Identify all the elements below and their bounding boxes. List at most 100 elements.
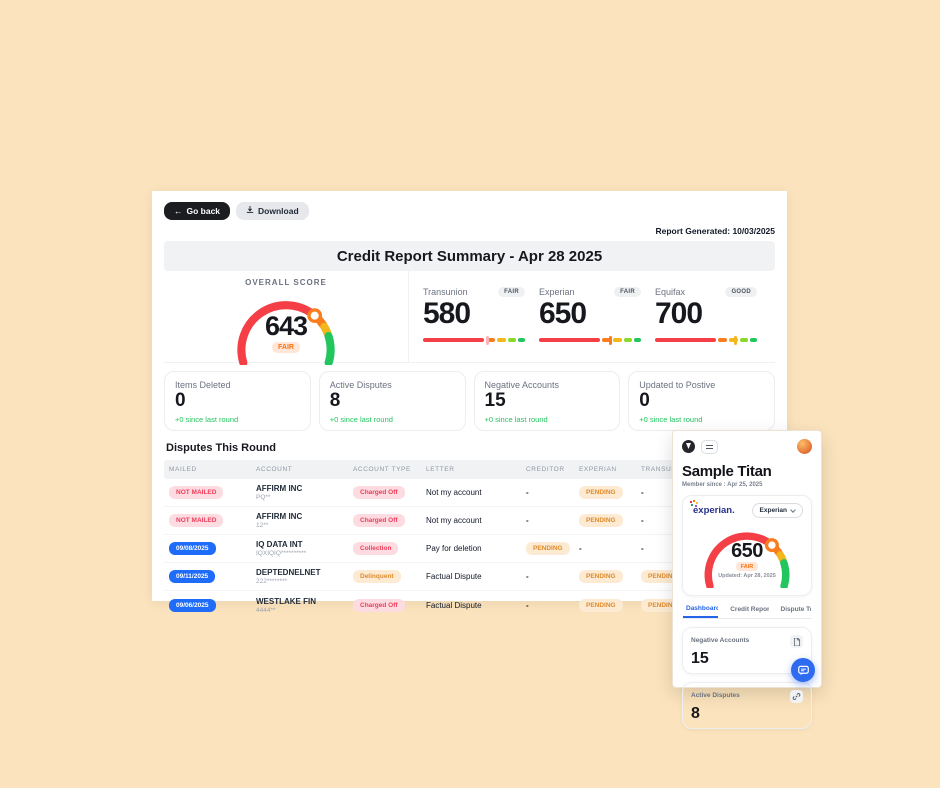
stats-row: Items Deleted 0 +0 since last round Acti… (164, 371, 775, 431)
mobile-tabs: Dashboard Credit Report Dispute Tr (682, 605, 812, 619)
stat-value: 0 (175, 390, 186, 411)
bureau-score-value: 650 (539, 297, 587, 330)
tab-label: Credit Report (730, 606, 769, 613)
overall-score-block: OVERALL SCORE 643 FAIR (164, 271, 409, 367)
table-row: 09/08/2025 IQ DATA INT IQXIQIQ********** … (164, 535, 775, 563)
chat-icon (797, 665, 809, 675)
bureau-experian: Experian FAIR 650 (539, 287, 655, 362)
score-section: OVERALL SCORE 643 FAIR Transunion (164, 271, 775, 367)
creditor-status: - (526, 572, 529, 581)
creditor-status: - (526, 488, 529, 497)
menu-button[interactable] (701, 439, 718, 454)
mobile-active-disputes-card: Active Disputes 8 (682, 682, 812, 729)
stat-delta: +0 since last round (484, 414, 548, 424)
account-name: IQ DATA INT (256, 540, 303, 549)
card-label: Negative Accounts (691, 637, 750, 644)
tab-dashboard[interactable]: Dashboard (683, 605, 719, 618)
experian-status-badge: PENDING (579, 486, 623, 499)
creditor-status: - (526, 600, 529, 610)
experian-logo: experian. (690, 500, 735, 516)
link-icon-button[interactable] (790, 690, 803, 703)
tab-credit-report[interactable]: Credit Report (727, 605, 768, 618)
overall-score-gauge: 643 FAIR (227, 289, 345, 367)
bureau-score-value: 700 (655, 297, 703, 330)
letter-type: Not my account (426, 516, 482, 525)
overall-score-value: 643 (264, 311, 308, 341)
stat-label: Updated to Postive (639, 380, 716, 390)
chevron-down-icon (790, 506, 796, 513)
chat-button[interactable] (791, 658, 815, 682)
col-creditor: CREDITOR (526, 466, 565, 473)
table-row: NOT MAILED AFFIRM INC PQ** Charged Off No… (164, 479, 775, 507)
stat-value: 0 (639, 390, 650, 411)
account-number: IQXIQIQ********** (256, 550, 307, 557)
transunion-status: - (641, 516, 644, 525)
score-marker (486, 335, 490, 345)
stat-label: Active Disputes (329, 380, 392, 390)
score-scale-bar (655, 335, 758, 345)
col-transunion: TRANSUNION (641, 466, 690, 473)
col-account-type: ACCOUNT TYPE (353, 466, 411, 473)
bureau-rating-badge: FAIR (498, 287, 525, 297)
account-type-badge: Charged Off (353, 514, 405, 527)
mobile-rating-badge: FAIR (735, 562, 759, 571)
tab-label: Dispute Tr (780, 606, 811, 613)
mobile-score-value: 650 (731, 540, 763, 562)
card-value: 15 (691, 650, 709, 667)
back-arrow-icon: ← (174, 206, 183, 216)
bureau-scores: Transunion FAIR 580 Experian FAIR 650 (409, 271, 775, 362)
menu-icon (706, 444, 713, 449)
bureau-name: Equifax (655, 287, 686, 297)
letter-type: Factual Dispute (426, 600, 482, 610)
mobile-header (682, 439, 812, 454)
experian-status: - (579, 544, 582, 553)
overall-score-label: OVERALL SCORE (245, 278, 327, 287)
account-number: 4444** (256, 606, 276, 614)
account-name: DEPTEDNELNET (256, 568, 321, 577)
experian-status-badge: PENDING (579, 598, 623, 612)
avatar[interactable] (797, 439, 812, 454)
mobile-negative-accounts-card: Negative Accounts 15 (682, 627, 812, 674)
stat-value: 15 (484, 390, 506, 411)
download-button[interactable]: Download (236, 202, 309, 220)
page-title: Credit Report Summary - Apr 28 2025 (336, 247, 603, 265)
col-experian: EXPERIAN (579, 466, 617, 473)
card-value: 8 (691, 705, 700, 722)
bureau-score-card: experian. Experian 650 FAIR Updated: Apr… (682, 495, 812, 596)
col-mailed: MAILED (169, 466, 197, 473)
mailed-date-badge: 09/11/2025 (169, 570, 216, 583)
transunion-status: - (641, 488, 644, 497)
bureau-rating-badge: FAIR (614, 287, 641, 297)
toolbar: ← Go back Download (164, 202, 775, 220)
bureau-score-value: 580 (423, 297, 471, 330)
mailed-date-badge: 09/08/2025 (169, 542, 216, 555)
transunion-status: - (641, 544, 644, 553)
bureau-name: Transunion (423, 287, 468, 297)
mobile-score-gauge: 650 FAIR Updated: Apr 28, 2025 (695, 522, 799, 590)
report-generated-text: Report Generated: 10/03/2025 (655, 226, 775, 236)
document-icon (793, 637, 800, 646)
bureau-selector-dropdown[interactable]: Experian (751, 503, 803, 518)
disputes-table-header: MAILED ACCOUNT ACCOUNT TYPE LETTER CREDI… (164, 460, 775, 479)
account-type-badge: Delinquent (353, 570, 401, 583)
stat-delta: +0 since last round (639, 414, 703, 424)
experian-status-badge: PENDING (579, 570, 623, 583)
mobile-dashboard-panel: Sample Titan Member since : Apr 25, 2025… (672, 430, 822, 729)
stat-updated-to-positive: Updated to Postive 0 +0 since last round (628, 371, 775, 431)
experian-status-badge: PENDING (579, 514, 623, 527)
mailed-badge: NOT MAILED (169, 486, 224, 499)
document-icon-button[interactable] (790, 635, 803, 648)
tab-label: Dashboard (686, 605, 719, 612)
credit-report-panel: ← Go back Download Report Generated: 10/… (152, 191, 787, 614)
disputes-section-title: Disputes This Round (166, 442, 276, 454)
stat-delta: +0 since last round (175, 414, 239, 424)
stat-active-disputes: Active Disputes 8 +0 since last round (318, 371, 466, 431)
account-number: PQ** (256, 494, 271, 501)
link-icon (792, 693, 801, 700)
go-back-button[interactable]: ← Go back (164, 202, 231, 220)
tab-dispute-tracker[interactable]: Dispute Tr (778, 605, 811, 618)
account-type-badge: Charged Off (353, 598, 405, 612)
account-number: 12** (256, 522, 269, 529)
score-marker (733, 335, 737, 345)
table-row: NOT MAILED AFFIRM INC 12** Charged Off No… (164, 507, 775, 535)
